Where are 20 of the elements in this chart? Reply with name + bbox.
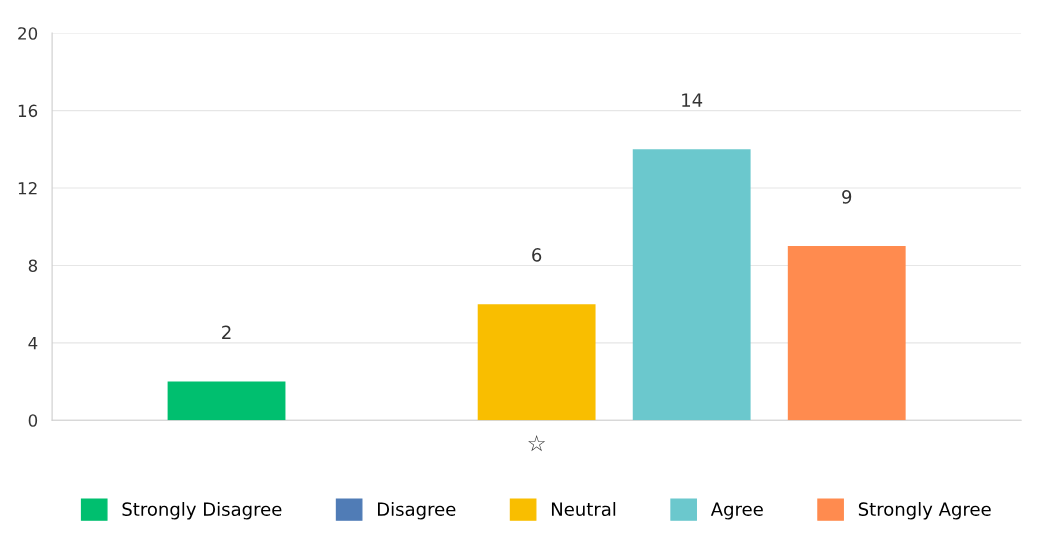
legend-label: Disagree [378, 502, 456, 520]
y-tick-label: 8 [28, 259, 38, 273]
y-tick-label: 12 [18, 181, 37, 195]
legend-label: Strongly Disagree [122, 502, 282, 520]
data-label: 2 [222, 325, 231, 339]
x-tick-label: ☆ [528, 434, 546, 452]
bar [787, 246, 906, 421]
legend-label: Agree [710, 502, 763, 520]
y-tick-label: 4 [28, 337, 38, 350]
y-tick-label: 20 [18, 27, 38, 40]
y-tick-label: 16 [18, 104, 38, 118]
data-label: 6 [532, 248, 542, 262]
legend-label: Strongly Agree [858, 502, 991, 520]
bar [477, 304, 596, 421]
data-label: 14 [682, 93, 703, 107]
bar [167, 381, 286, 421]
legend-label: Neutral [551, 502, 616, 516]
bar [632, 149, 751, 421]
y-tick-label: 0 [28, 414, 38, 427]
data-label: 9 [842, 190, 852, 204]
